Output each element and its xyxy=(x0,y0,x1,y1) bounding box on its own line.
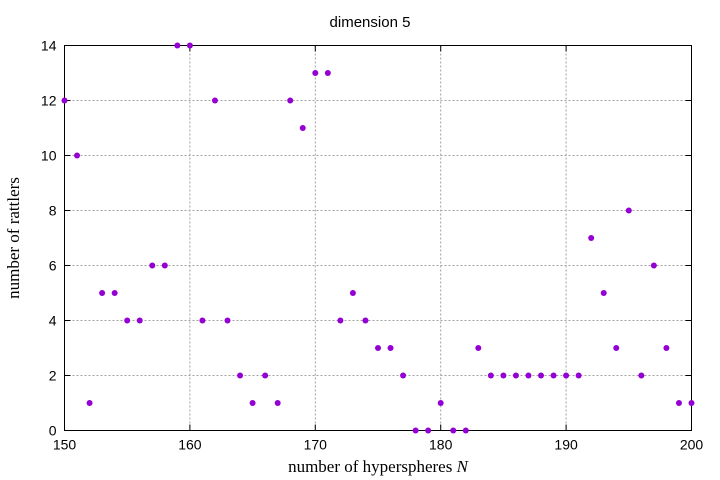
data-point xyxy=(186,42,193,49)
data-point xyxy=(249,400,256,406)
data-point xyxy=(575,372,582,379)
data-point xyxy=(688,400,695,406)
data-point xyxy=(375,345,381,351)
data-point xyxy=(149,262,156,269)
y-tick-label: 2 xyxy=(49,368,57,384)
data-point xyxy=(287,97,294,104)
data-point xyxy=(161,262,168,269)
data-point xyxy=(136,317,143,324)
x-tick-label: 190 xyxy=(554,437,578,453)
data-point xyxy=(563,372,570,379)
data-point xyxy=(400,372,407,379)
x-tick-label: 160 xyxy=(178,437,202,453)
data-point xyxy=(299,125,306,131)
x-axis-label: number of hyperspheres N xyxy=(288,457,470,476)
data-point xyxy=(337,317,344,324)
data-point xyxy=(613,345,620,351)
x-tick-label: 180 xyxy=(429,437,453,453)
data-point xyxy=(437,400,444,406)
y-tick-label: 4 xyxy=(49,313,57,329)
data-point xyxy=(349,290,356,296)
data-point xyxy=(124,317,131,324)
y-tick-label: 6 xyxy=(49,258,57,274)
data-point xyxy=(111,290,118,296)
plot-frame xyxy=(64,45,692,431)
data-point xyxy=(525,372,532,379)
data-point xyxy=(588,235,595,241)
y-tick-label: 14 xyxy=(41,38,57,54)
data-point xyxy=(450,427,457,434)
y-tick-label: 10 xyxy=(41,148,57,164)
data-point xyxy=(638,372,645,379)
y-tick-label: 8 xyxy=(49,203,57,219)
data-point xyxy=(675,400,682,406)
data-point xyxy=(650,262,657,269)
data-point xyxy=(387,345,394,351)
data-point xyxy=(262,372,269,379)
data-point xyxy=(362,317,369,324)
y-tick-label: 0 xyxy=(49,423,57,439)
data-point xyxy=(500,372,507,379)
y-axis-label: number of rattlers xyxy=(4,177,23,299)
y-tick-label: 12 xyxy=(41,93,57,109)
grid-lines xyxy=(64,45,692,431)
axis-ticks: 150 160 170 180 190 200 0 2 4 6 8 10 12 14 xyxy=(41,38,703,453)
data-point xyxy=(512,372,519,379)
data-point xyxy=(237,372,244,379)
data-point xyxy=(625,207,632,214)
data-point xyxy=(274,400,281,406)
x-axis-label-text: number of hyperspheres xyxy=(288,457,452,476)
data-point xyxy=(538,372,545,379)
chart-title: dimension 5 xyxy=(330,14,411,31)
data-point xyxy=(99,290,106,296)
data-point xyxy=(199,317,206,324)
x-tick-label: 200 xyxy=(680,437,704,453)
data-point xyxy=(174,42,181,49)
data-point xyxy=(600,290,607,296)
x-tick-label: 150 xyxy=(53,437,77,453)
data-point xyxy=(550,372,557,379)
x-tick-label: 170 xyxy=(304,437,328,453)
data-point xyxy=(224,317,231,324)
data-point xyxy=(74,152,81,159)
data-point xyxy=(663,345,670,351)
data-point xyxy=(462,427,469,434)
data-point xyxy=(425,427,432,434)
data-points xyxy=(61,42,695,434)
data-point xyxy=(324,70,331,76)
data-point xyxy=(312,70,319,76)
x-axis-label-var: N xyxy=(456,457,470,476)
data-point xyxy=(475,345,482,351)
data-point xyxy=(211,97,218,104)
data-point xyxy=(61,97,68,104)
data-point xyxy=(487,372,494,379)
data-point xyxy=(86,400,93,406)
data-point xyxy=(412,427,419,434)
